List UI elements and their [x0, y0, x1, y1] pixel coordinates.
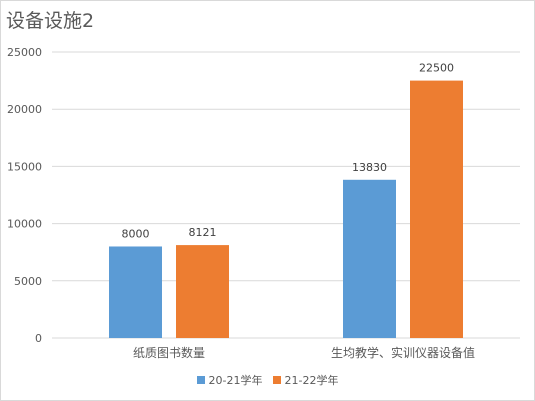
bar-1-1 [109, 246, 162, 338]
bars [109, 80, 463, 338]
bar-1-2 [343, 179, 396, 338]
legend-swatch-series-2 [272, 376, 281, 384]
y-tick-label: 15000 [7, 160, 42, 173]
y-tick-label: 25000 [7, 46, 42, 59]
legend-item-series-2: 21-22学年 [272, 372, 339, 388]
chart-title: 设备设施2 [6, 10, 95, 32]
data-label: 8000 [122, 227, 150, 240]
x-axis-categories: 纸质图书数量 生均教学、实训仪器设备值 [133, 345, 475, 360]
legend-swatch-series-1 [196, 376, 205, 384]
y-tick-label: 10000 [7, 218, 42, 231]
bar-2-2 [410, 80, 463, 338]
legend: 20-21学年 21-22学年 [0, 372, 535, 388]
data-labels: 8000 8121 13830 22500 [122, 62, 455, 241]
legend-label-series-2: 21-22学年 [284, 374, 339, 387]
y-tick-label: 0 [35, 332, 42, 345]
data-label: 13830 [352, 161, 387, 174]
legend-item-series-1: 20-21学年 [196, 372, 263, 388]
y-tick-label: 20000 [7, 103, 42, 116]
data-label: 22500 [419, 62, 454, 75]
legend-label-series-1: 20-21学年 [208, 374, 263, 387]
x-category-label: 生均教学、实训仪器设备值 [331, 345, 475, 360]
y-tick-label: 5000 [14, 275, 42, 288]
x-category-label: 纸质图书数量 [133, 345, 205, 360]
y-axis-ticks: 0 5000 10000 15000 20000 25000 [7, 46, 42, 345]
bar-2-1 [176, 245, 229, 338]
data-label: 8121 [189, 226, 217, 239]
